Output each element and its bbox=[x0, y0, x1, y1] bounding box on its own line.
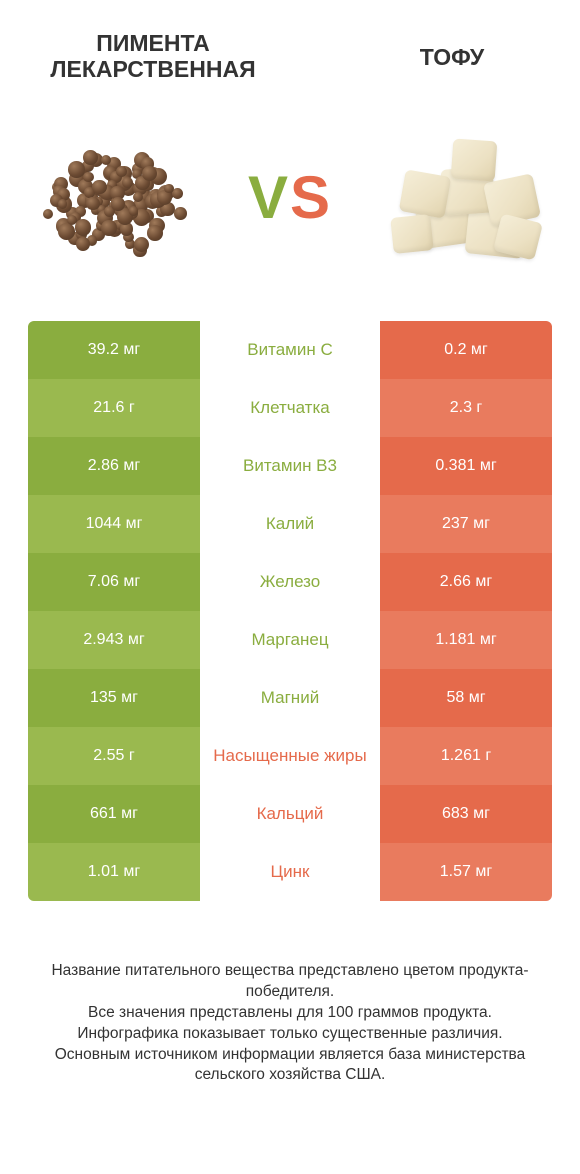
nutrient-label: Магний bbox=[200, 669, 380, 727]
infographic: ПИМЕНТА ЛЕКАРСТВЕННАЯ ТОФУ VS 39.2 мгВит… bbox=[0, 0, 580, 1106]
table-row: 21.6 гКлетчатка2.3 г bbox=[28, 379, 552, 437]
table-row: 7.06 мгЖелезо2.66 мг bbox=[28, 553, 552, 611]
left-value: 7.06 мг bbox=[28, 553, 200, 611]
nutrient-label: Марганец bbox=[200, 611, 380, 669]
left-value: 1.01 мг bbox=[28, 843, 200, 901]
left-product-image bbox=[28, 123, 198, 273]
footer-notes: Название питательного вещества представл… bbox=[28, 961, 552, 1087]
nutrient-label: Цинк bbox=[200, 843, 380, 901]
right-value: 683 мг bbox=[380, 785, 552, 843]
left-value: 39.2 мг bbox=[28, 321, 200, 379]
nutrient-label: Кальций bbox=[200, 785, 380, 843]
images-row: VS bbox=[28, 113, 552, 283]
right-value: 58 мг bbox=[380, 669, 552, 727]
vs-v: V bbox=[248, 164, 290, 231]
right-value: 2.3 г bbox=[380, 379, 552, 437]
right-value: 0.381 мг bbox=[380, 437, 552, 495]
left-value: 2.86 мг bbox=[28, 437, 200, 495]
right-value: 237 мг bbox=[380, 495, 552, 553]
vs-label: VS bbox=[248, 163, 332, 232]
table-row: 2.943 мгМарганец1.181 мг bbox=[28, 611, 552, 669]
footer-line: Основным источником информации является … bbox=[32, 1045, 548, 1087]
left-product-title: ПИМЕНТА ЛЕКАРСТВЕННАЯ bbox=[28, 30, 278, 83]
comparison-table: 39.2 мгВитамин C0.2 мг21.6 гКлетчатка2.3… bbox=[28, 321, 552, 901]
left-value: 21.6 г bbox=[28, 379, 200, 437]
table-row: 39.2 мгВитамин C0.2 мг bbox=[28, 321, 552, 379]
nutrient-label: Витамин B3 bbox=[200, 437, 380, 495]
left-value: 1044 мг bbox=[28, 495, 200, 553]
right-value: 1.181 мг bbox=[380, 611, 552, 669]
vs-s: S bbox=[290, 164, 332, 231]
right-value: 0.2 мг bbox=[380, 321, 552, 379]
left-value: 2.55 г bbox=[28, 727, 200, 785]
left-value: 2.943 мг bbox=[28, 611, 200, 669]
right-product-title: ТОФУ bbox=[352, 44, 552, 70]
nutrient-label: Витамин C bbox=[200, 321, 380, 379]
table-row: 1044 мгКалий237 мг bbox=[28, 495, 552, 553]
right-value: 1.57 мг bbox=[380, 843, 552, 901]
nutrient-label: Железо bbox=[200, 553, 380, 611]
right-product-image bbox=[382, 123, 552, 273]
left-value: 135 мг bbox=[28, 669, 200, 727]
right-value: 1.261 г bbox=[380, 727, 552, 785]
table-row: 2.55 гНасыщенные жиры1.261 г bbox=[28, 727, 552, 785]
table-row: 661 мгКальций683 мг bbox=[28, 785, 552, 843]
left-value: 661 мг bbox=[28, 785, 200, 843]
footer-line: Название питательного вещества представл… bbox=[32, 961, 548, 1003]
table-row: 2.86 мгВитамин B30.381 мг bbox=[28, 437, 552, 495]
table-row: 135 мгМагний58 мг bbox=[28, 669, 552, 727]
footer-line: Все значения представлены для 100 граммо… bbox=[32, 1003, 548, 1024]
header: ПИМЕНТА ЛЕКАРСТВЕННАЯ ТОФУ bbox=[28, 30, 552, 83]
nutrient-label: Насыщенные жиры bbox=[200, 727, 380, 785]
nutrient-label: Клетчатка bbox=[200, 379, 380, 437]
footer-line: Инфографика показывает только существенн… bbox=[32, 1024, 548, 1045]
table-row: 1.01 мгЦинк1.57 мг bbox=[28, 843, 552, 901]
nutrient-label: Калий bbox=[200, 495, 380, 553]
right-value: 2.66 мг bbox=[380, 553, 552, 611]
